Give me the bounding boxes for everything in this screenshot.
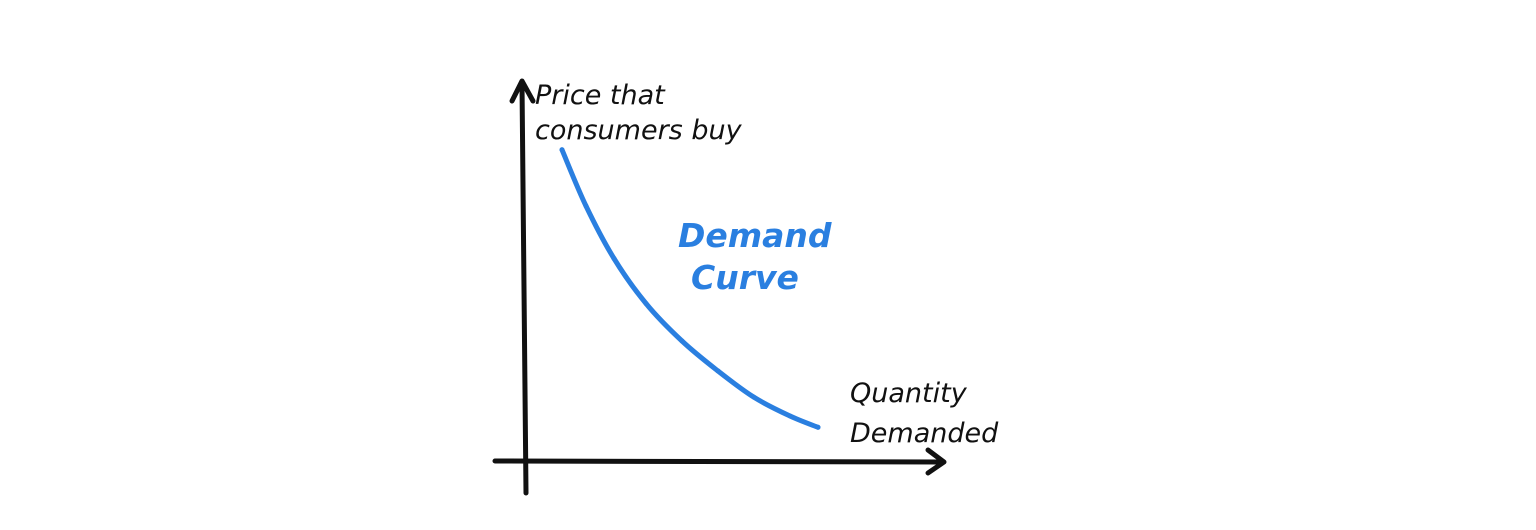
demand-curve-point-3 [643, 301, 649, 306]
x-axis-label: Quantity [850, 378, 968, 409]
demand-curve-label-line-1: Demand [678, 216, 832, 255]
y-axis-label: Price that [535, 80, 666, 111]
demand-curve-point-2 [611, 256, 617, 261]
demand-curve-point-5 [715, 368, 721, 374]
demand-curve-label: Demand [678, 216, 832, 255]
demand-curve-point-1 [583, 203, 589, 209]
demand-curve-point-7 [787, 413, 793, 419]
y-axis-arrowhead [509, 78, 536, 104]
demand-curve-point-6 [751, 394, 757, 400]
demand-curve-points [559, 147, 821, 430]
demand-curve-label-line-2: Curve [691, 258, 799, 297]
demand-curve-point-4 [679, 338, 685, 344]
x-axis-label-2: Demanded [850, 418, 999, 449]
x-axis-label-line-1: Quantity [850, 378, 968, 409]
y-axis-label-line-1: Price that [535, 80, 666, 111]
demand-curve-point-0 [559, 147, 565, 153]
demand-curve-label-2: Curve [691, 258, 799, 297]
x-axis-label-line-2: Demanded [850, 418, 999, 449]
x-axis [492, 458, 945, 465]
y-axis-label-2: consumers buy [535, 115, 743, 146]
y-axis-label-line-2: consumers buy [535, 115, 743, 146]
y-axis [519, 81, 529, 496]
demand-curve-point-8 [815, 424, 821, 430]
x-axis-arrowhead [925, 447, 947, 476]
